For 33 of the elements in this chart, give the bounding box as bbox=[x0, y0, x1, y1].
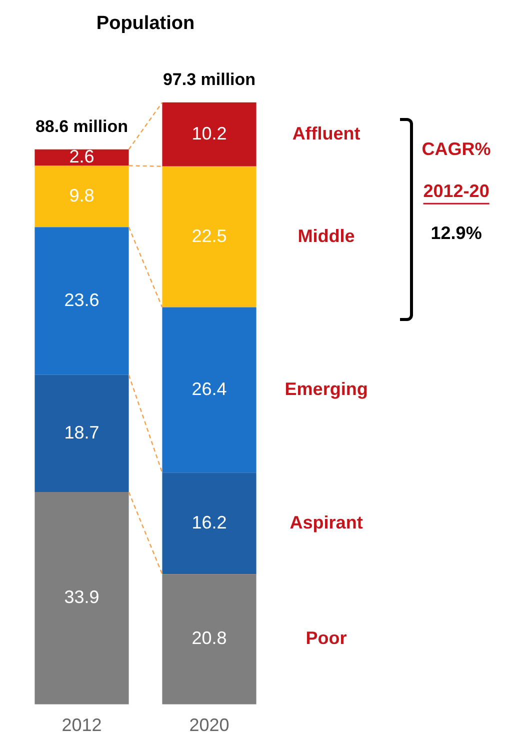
text: 2012-20 bbox=[423, 180, 490, 201]
bar bbox=[34, 492, 129, 704]
bar bbox=[34, 227, 129, 375]
bar bbox=[162, 102, 256, 166]
series-label: Emerging bbox=[284, 378, 368, 399]
data-label: 10.2 bbox=[192, 123, 227, 144]
x-tick-label: 2012 bbox=[62, 715, 102, 736]
data-label: 33.9 bbox=[64, 587, 100, 608]
bar bbox=[162, 166, 256, 308]
series-label: Aspirant bbox=[290, 512, 363, 532]
data-label: 16.2 bbox=[192, 512, 227, 532]
text: Middle bbox=[298, 226, 355, 246]
bar bbox=[162, 307, 256, 473]
data-label: 22.5 bbox=[192, 226, 227, 246]
bar bbox=[162, 574, 256, 704]
data-label: 18.7 bbox=[64, 422, 100, 442]
x-tick-label: 2020 bbox=[189, 715, 230, 736]
annotation: 88.6 million bbox=[35, 117, 128, 136]
data-label: 9.8 bbox=[69, 185, 94, 206]
data-label: 26.4 bbox=[192, 378, 227, 399]
bar bbox=[34, 166, 129, 228]
chart-title: Population bbox=[96, 13, 195, 34]
annotation: 97.3 million bbox=[162, 70, 256, 90]
text: Affluent bbox=[292, 123, 360, 144]
text: 12.9% bbox=[430, 222, 482, 243]
data-label: 23.6 bbox=[64, 290, 100, 310]
data-label: 2.6 bbox=[69, 146, 94, 167]
text: CAGR% bbox=[422, 138, 491, 159]
data-label: 20.8 bbox=[192, 628, 227, 648]
bar bbox=[162, 472, 256, 574]
bar bbox=[34, 374, 129, 492]
bar bbox=[34, 149, 129, 166]
text: Poor bbox=[306, 628, 347, 648]
